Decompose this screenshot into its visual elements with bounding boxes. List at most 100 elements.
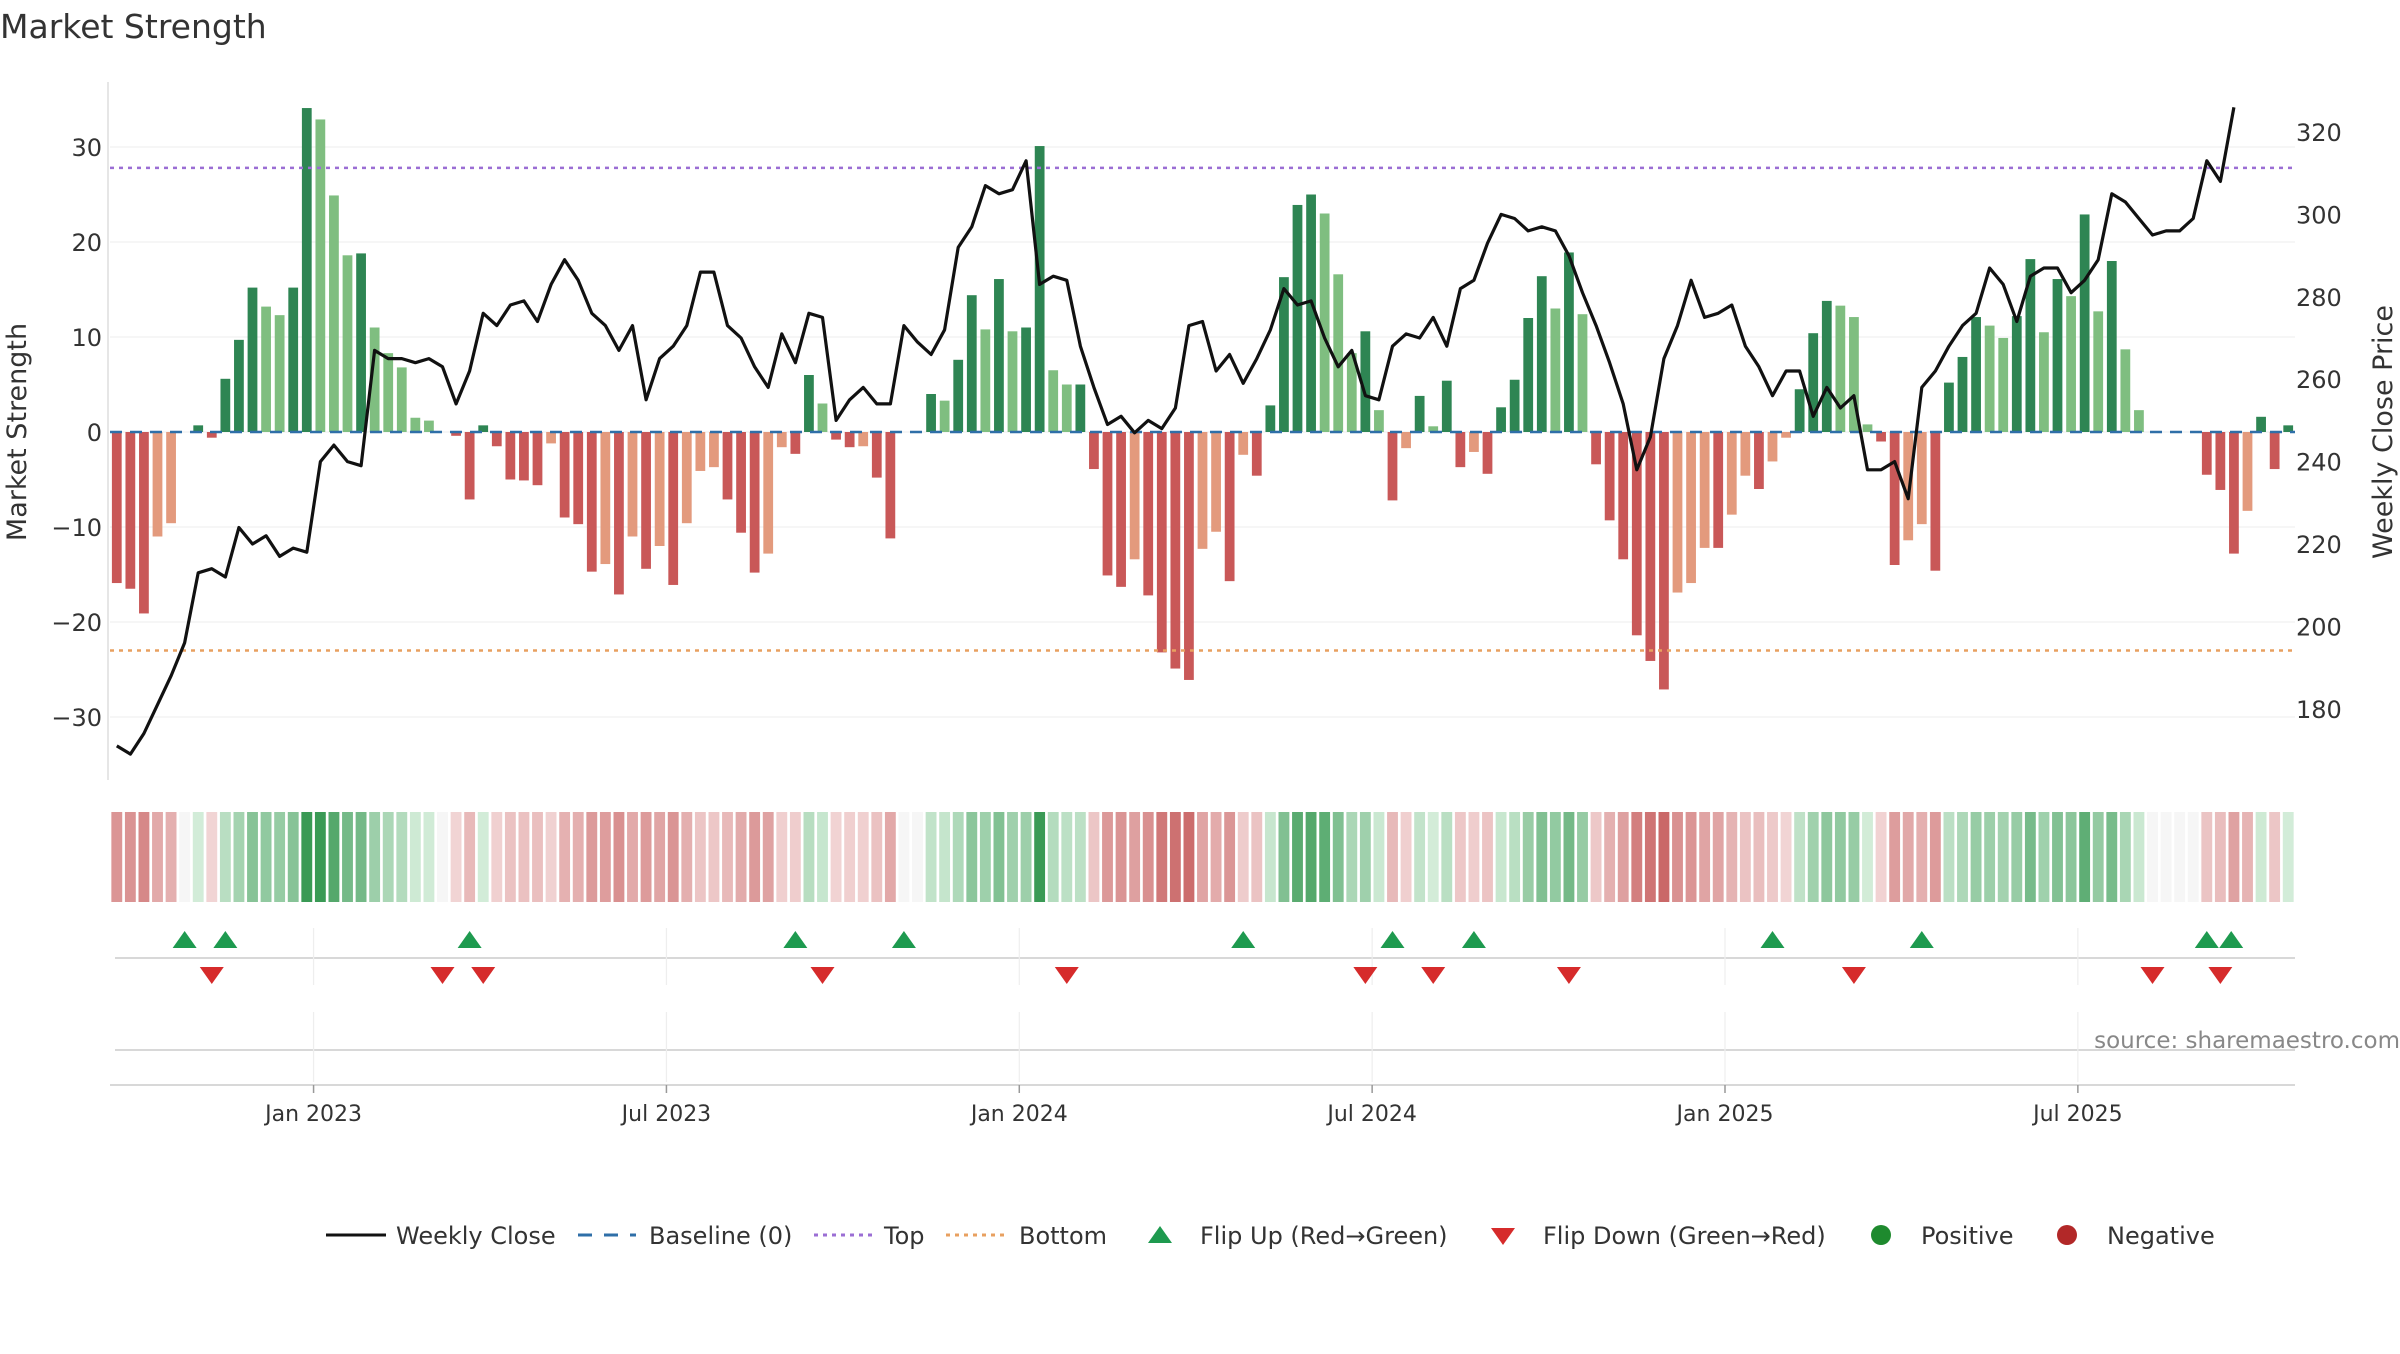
heat-cell	[1129, 812, 1141, 902]
heat-cell	[640, 812, 652, 902]
strength-bar	[844, 432, 855, 448]
strength-bar	[220, 378, 231, 432]
heat-cell	[423, 812, 435, 902]
heat-cell	[1441, 812, 1453, 902]
heat-cell	[1346, 812, 1358, 902]
y2-tick-label: 220	[2296, 531, 2342, 559]
strength-bar	[573, 432, 584, 525]
x-tick-label: Jul 2023	[620, 1102, 712, 1127]
heat-cell	[1658, 812, 1670, 902]
strength-bar	[383, 353, 394, 432]
strength-bar	[1048, 370, 1059, 432]
strength-bar	[1374, 410, 1384, 432]
flip-down-marker	[1421, 967, 1446, 984]
y-tick-label: 10	[71, 324, 102, 352]
strength-bar	[790, 432, 801, 454]
heat-cell	[708, 812, 720, 902]
heat-cell	[2187, 812, 2199, 902]
heat-cell	[1495, 812, 1507, 902]
heat-cell	[1943, 812, 1955, 902]
strength-bar	[1129, 432, 1140, 560]
strength-bar	[288, 287, 299, 432]
heat-cell	[2160, 812, 2172, 902]
strength-bar	[641, 432, 651, 569]
flip-up-marker	[891, 931, 916, 948]
strength-bar	[2269, 432, 2280, 470]
y-axis-title: Market Strength	[2, 323, 33, 541]
heat-cell	[1767, 812, 1778, 902]
strength-bar	[193, 425, 204, 432]
heat-cell	[1536, 812, 1548, 902]
strength-bar	[1034, 146, 1045, 433]
heat-cell	[396, 812, 408, 902]
heat-cell	[2269, 812, 2281, 902]
strength-heat-strip	[111, 812, 2294, 902]
heat-cell	[654, 812, 666, 902]
heat-cell	[1862, 812, 1873, 902]
heat-cell	[1984, 812, 1996, 902]
x-tick-label: Jan 2024	[969, 1102, 1068, 1127]
heat-cell	[1902, 812, 1914, 902]
strength-bar	[1306, 194, 1316, 432]
strength-bar	[1577, 314, 1588, 432]
heat-cell	[179, 812, 191, 902]
strength-bar	[1211, 432, 1221, 532]
heat-cell	[1292, 812, 1303, 902]
heat-cell	[2214, 812, 2226, 902]
flip-up-marker	[1760, 931, 1785, 948]
legend-top-label: Top	[883, 1222, 925, 1250]
strength-bar	[1808, 333, 1819, 432]
strength-bar	[586, 432, 597, 572]
heat-cell	[504, 812, 516, 902]
strength-bar	[1740, 432, 1751, 476]
heat-cell	[1970, 812, 1982, 902]
strength-bar	[1591, 432, 1601, 465]
heat-cell	[1088, 812, 1100, 902]
strength-bar	[939, 400, 950, 432]
heat-cell	[1577, 812, 1588, 902]
strength-bar	[1889, 432, 1900, 565]
heat-cell	[1061, 812, 1073, 902]
strength-bar	[1116, 432, 1126, 587]
strength-bar	[722, 432, 733, 500]
legend-negative-swatch	[2057, 1225, 2077, 1245]
legend-bottom-label: Bottom	[1019, 1222, 1107, 1250]
heat-cell	[328, 812, 340, 902]
strength-bar	[763, 432, 774, 554]
x-tick-label: Jan 2025	[1675, 1102, 1774, 1127]
heat-cell	[2255, 812, 2267, 902]
strength-bar	[451, 432, 461, 436]
flip-down-marker	[1353, 967, 1378, 984]
x-tick-label: Jul 2025	[2031, 1102, 2123, 1127]
heat-cell	[912, 812, 923, 902]
strength-bar	[1238, 432, 1249, 455]
y2-tick-label: 300	[2296, 201, 2342, 229]
strength-bar	[1971, 317, 1981, 432]
strength-bar	[668, 432, 679, 585]
strength-bar	[600, 432, 611, 565]
heat-cell	[518, 812, 530, 902]
close-line-group	[115, 107, 2236, 756]
heat-cell	[1549, 812, 1561, 902]
strength-bar	[1930, 432, 1941, 571]
strength-bar	[1564, 252, 1574, 432]
heat-cell	[817, 812, 828, 902]
heat-cell	[342, 812, 353, 902]
heat-cell	[1156, 812, 1168, 902]
y2-tick-label: 280	[2296, 284, 2342, 312]
heat-cell	[1264, 812, 1276, 902]
strength-bar	[614, 432, 624, 595]
strength-bar	[301, 108, 312, 433]
flip-up-marker	[1461, 931, 1486, 948]
strength-bar	[1441, 380, 1452, 432]
heat-cell	[979, 812, 991, 902]
flip-up-marker	[2194, 931, 2219, 948]
strength-bar	[464, 432, 475, 500]
heat-cell	[2133, 812, 2145, 902]
y2-tick-label: 200	[2296, 613, 2342, 641]
heat-cell	[1617, 812, 1629, 902]
strength-bar	[1767, 432, 1778, 462]
strength-bar	[994, 279, 1004, 432]
heat-cell	[138, 812, 150, 902]
strength-bar	[1265, 405, 1276, 432]
